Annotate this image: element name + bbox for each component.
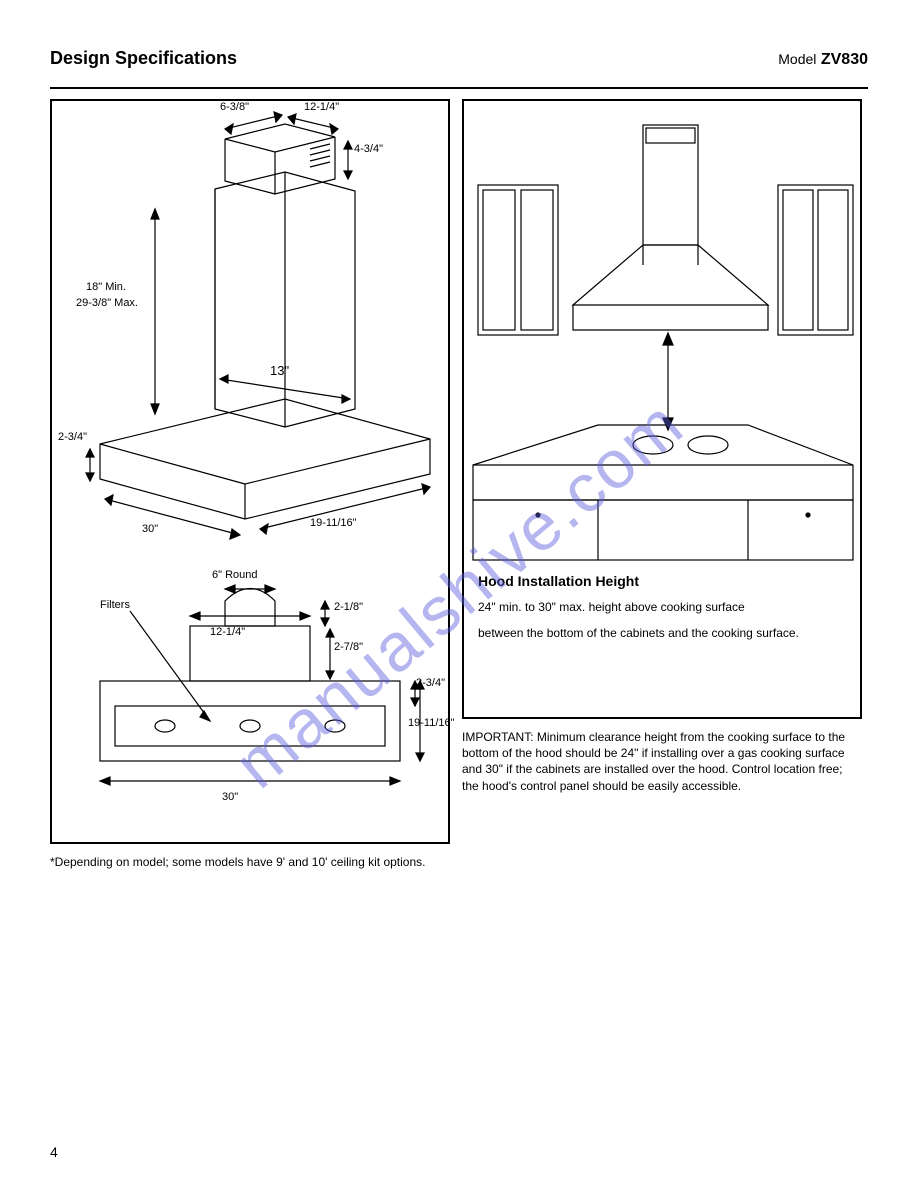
- left-note: *Depending on model; some models have 9'…: [50, 854, 450, 870]
- install-line2: 24" min. to 30" max. height above cookin…: [478, 599, 846, 615]
- right-note: IMPORTANT: Minimum clearance height from…: [462, 729, 862, 794]
- page-number-text: 4: [50, 1144, 58, 1160]
- section-title-text: Design Specifications: [50, 48, 237, 68]
- dim-G-max: 29-3/8" Max.: [76, 297, 138, 309]
- dim-J: 2-3/4": [416, 677, 445, 689]
- dim-L2: 12-1/4": [210, 626, 245, 638]
- dim-M: 6" Round: [212, 569, 258, 581]
- dim-H: 19-11/16": [408, 717, 455, 729]
- left-note-text: *Depending on model; some models have 9'…: [50, 855, 425, 869]
- dim-W: 6-3/8": [220, 101, 249, 113]
- figures-row: 6-3/8" 12-1/4" 4-3/4" 13" 18" Min. 29-3/…: [50, 99, 868, 870]
- model-number: ZV830: [821, 51, 868, 68]
- dim-L1: 12-1/4": [304, 101, 339, 113]
- install-heading: Hood Installation Height: [478, 573, 846, 589]
- right-note-text: IMPORTANT: Minimum clearance height from…: [462, 730, 845, 793]
- page-number: 4: [50, 1144, 58, 1160]
- right-column: Hood Installation Height 24" min. to 30"…: [462, 99, 862, 870]
- label-filters: Filters: [100, 599, 130, 611]
- dim-E1: 2-1/8": [334, 601, 363, 613]
- dim-B: 30": [142, 523, 158, 535]
- install-line1: between the bottom of the cabinets and t…: [478, 625, 846, 641]
- model-prefix: Model: [778, 51, 816, 67]
- dim-D-front: 19-11/16": [310, 517, 357, 529]
- dim-E2: 2-7/8": [334, 641, 363, 653]
- section-title: Design Specifications: [50, 48, 237, 69]
- right-figure-box: Hood Installation Height 24" min. to 30"…: [462, 99, 862, 719]
- left-column: 6-3/8" 12-1/4" 4-3/4" 13" 18" Min. 29-3/…: [50, 99, 450, 870]
- install-text-block: Hood Installation Height 24" min. to 30"…: [478, 573, 846, 641]
- model-label: Model ZV830: [778, 51, 868, 69]
- page-header: Design Specifications Model ZV830: [50, 48, 868, 75]
- header-rule: [50, 87, 868, 89]
- dim-C: 13": [270, 363, 289, 378]
- hood-isometric-diagram: [60, 109, 440, 549]
- dim-N: 4-3/4": [354, 143, 383, 155]
- dim-A: 2-3/4": [58, 431, 87, 443]
- left-figure-box: 6-3/8" 12-1/4" 4-3/4" 13" 18" Min. 29-3/…: [50, 99, 450, 844]
- dim-G-min: 18" Min.: [86, 281, 126, 293]
- dim-bottom-width: 30": [222, 791, 238, 803]
